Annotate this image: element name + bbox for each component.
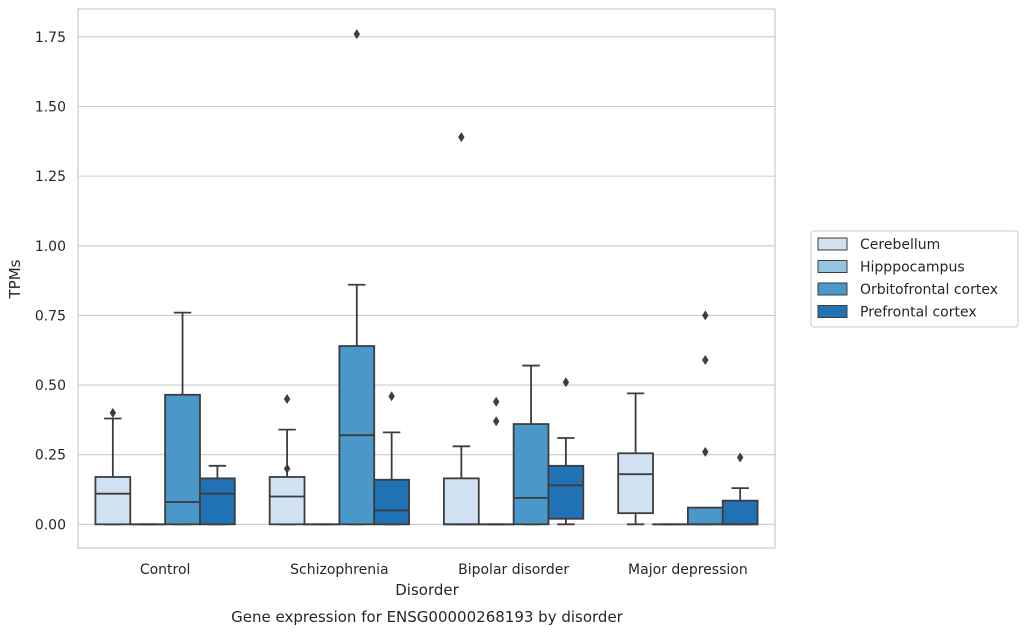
box-body (443, 477, 480, 526)
outlier-point (283, 393, 291, 404)
box-layer (94, 29, 759, 526)
legend-label: Orbitofrontal cortex (860, 282, 998, 298)
box-body (617, 452, 654, 515)
legend-swatch (817, 237, 848, 251)
outlier-point (702, 310, 709, 321)
legend-label: Cerebellum (860, 237, 940, 253)
box-body (94, 476, 132, 526)
figure-caption: Gene expression for ENSG00000268193 by d… (231, 608, 624, 626)
box-body (373, 478, 410, 526)
outlier-point (562, 377, 570, 388)
legend-swatch (817, 260, 848, 273)
outlier-point (702, 446, 709, 457)
box-cerebellum (268, 393, 306, 526)
x-tick-label: Bipolar disorder (458, 562, 569, 578)
box-cerebellum (443, 132, 480, 526)
x-tick-label: Control (140, 562, 191, 578)
y-tick-label: 1.00 (35, 239, 66, 255)
box-hipppocampus (477, 396, 515, 526)
outlier-point (353, 29, 360, 40)
box-body (268, 476, 306, 526)
y-axis-label: TPMs (6, 259, 24, 299)
x-tick-label: Major depression (628, 562, 748, 578)
x-tick-labels: Control Schizophrenia Bipolar disorder Majo… (140, 562, 748, 578)
y-tick-label: 0.75 (35, 308, 66, 324)
box-orbitofrontal-cortex (512, 364, 550, 526)
box-body (547, 464, 585, 520)
box-orbitofrontal-cortex (164, 311, 201, 526)
y-tick-label: 0.25 (35, 448, 66, 464)
y-tick-labels: 0.00 0.25 0.50 0.75 1.00 1.25 1.50 1.75 (35, 30, 66, 533)
plot-frame (77, 8, 776, 549)
y-tick-label: 1.75 (35, 30, 66, 46)
x-axis-label: Disorder (395, 581, 459, 599)
outlier-point (736, 452, 744, 463)
outlier-point (283, 463, 291, 474)
box-body (721, 499, 759, 526)
x-tick-label: Schizophrenia (290, 562, 388, 578)
y-tick-label: 1.25 (35, 169, 66, 185)
box-body (686, 506, 724, 526)
outlier-point (702, 354, 709, 365)
y-tick-label: 0.50 (35, 378, 66, 394)
box-body (512, 423, 550, 526)
legend-label: Prefrontal cortex (860, 305, 977, 321)
outlier-point (493, 416, 500, 427)
legend-label: Hipppocampus (860, 260, 965, 276)
box-cerebellum (94, 407, 132, 526)
legend: Cerebellum Hipppocampus Orbitofrontal cort… (810, 230, 1019, 328)
outlier-point (458, 132, 465, 143)
box-prefrontal-cortex (199, 464, 236, 526)
outlier-point (493, 396, 500, 407)
box-prefrontal-cortex (547, 377, 585, 526)
box-cerebellum (617, 392, 654, 526)
legend-swatch (817, 282, 848, 296)
box-orbitofrontal-cortex (686, 310, 724, 526)
legend-frame (810, 230, 1019, 328)
outlier-point (109, 407, 117, 418)
y-tick-label: 1.50 (35, 99, 66, 115)
outlier-point (388, 391, 395, 402)
box-orbitofrontal-cortex (338, 29, 376, 526)
legend-swatch (817, 305, 848, 318)
y-tick-label: 0.00 (35, 517, 66, 533)
box-body (164, 393, 201, 526)
box-body (199, 477, 236, 526)
box-prefrontal-cortex (721, 452, 759, 526)
box-prefrontal-cortex (373, 391, 410, 526)
